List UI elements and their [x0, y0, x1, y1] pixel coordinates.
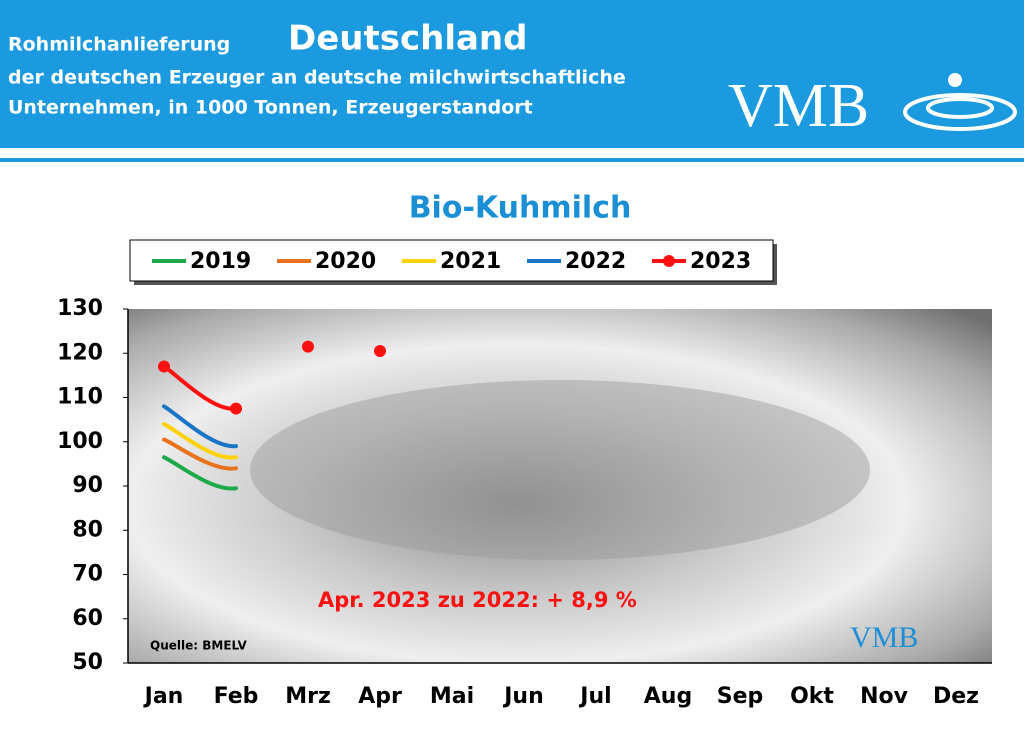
- y-tick-label: 50: [72, 650, 103, 675]
- y-tick-label: 110: [57, 385, 103, 410]
- data-point: [374, 345, 386, 358]
- y-tick-label: 100: [57, 429, 103, 454]
- x-tick-label: Dez: [933, 684, 979, 709]
- legend-label: 2021: [440, 249, 501, 274]
- y-tick-label: 80: [72, 517, 103, 542]
- header-rule: [0, 158, 1024, 162]
- plot-shading: [250, 380, 870, 560]
- x-tick-label: Jun: [502, 684, 544, 709]
- x-tick-label: Feb: [214, 684, 259, 709]
- plot-logo: VMB: [850, 621, 918, 654]
- data-point: [158, 360, 170, 373]
- x-tick-label: Aug: [644, 684, 692, 709]
- series-line: [162, 422, 238, 460]
- legend-label: 2020: [315, 249, 376, 274]
- data-point: [230, 402, 242, 415]
- x-tick-label: Jan: [143, 684, 184, 709]
- legend-marker: [663, 255, 675, 267]
- source-note: Quelle: BMELV: [150, 639, 248, 653]
- x-tick-label: Sep: [717, 684, 764, 709]
- legend-label: 2019: [190, 249, 251, 274]
- y-tick-label: 130: [57, 296, 103, 321]
- x-tick-label: Nov: [860, 684, 909, 709]
- x-tick-label: Apr: [358, 684, 402, 709]
- plot-area: [128, 309, 992, 663]
- x-tick-label: Mrz: [285, 684, 331, 709]
- series-line: [162, 437, 238, 471]
- y-tick-label: 90: [72, 473, 103, 498]
- y-tick-label: 70: [72, 562, 103, 587]
- annotation: Apr. 2023 zu 2022: + 8,9 %: [318, 588, 637, 612]
- logo: VMB: [728, 72, 869, 140]
- header-line1: Rohmilchanlieferung: [8, 34, 230, 56]
- logo-swirl: [903, 73, 1017, 131]
- data-point: [302, 340, 314, 353]
- legend-label: 2023: [690, 249, 751, 274]
- series-line: [162, 404, 238, 449]
- header-line2: der deutschen Erzeuger an deutsche milch…: [8, 67, 626, 89]
- legend-label: 2022: [565, 249, 626, 274]
- x-tick-label: Mai: [430, 684, 474, 709]
- header-band: [0, 0, 1024, 148]
- chart-title: Bio-Kuhmilch: [409, 191, 632, 226]
- y-tick-label: 60: [72, 606, 103, 631]
- series-line: [162, 455, 238, 491]
- header-title: Deutschland: [288, 19, 527, 59]
- x-tick-label: Jul: [578, 684, 611, 709]
- header-line3: Unternehmen, in 1000 Tonnen, Erzeugersta…: [8, 97, 533, 119]
- y-tick-label: 120: [57, 340, 103, 365]
- x-tick-label: Okt: [790, 684, 834, 709]
